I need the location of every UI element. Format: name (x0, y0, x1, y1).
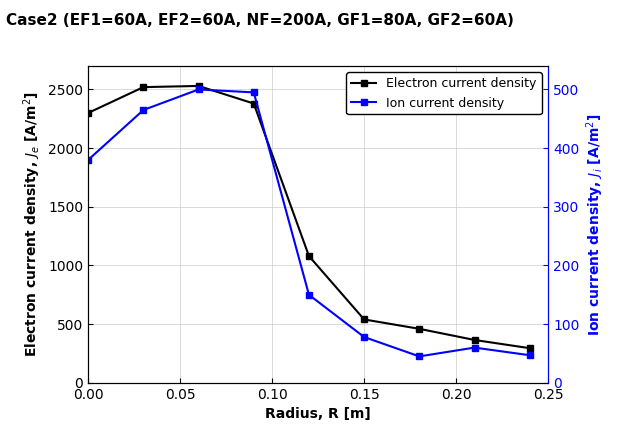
Electron current density (250, 101, 258, 106)
Line: Ion current density: Ion current density (84, 86, 533, 360)
Ion current density (140, 107, 147, 113)
Ion current density (84, 157, 92, 162)
Legend: Electron current density, Ion current density: Electron current density, Ion current de… (346, 72, 542, 114)
Ion current density (471, 345, 478, 350)
Ion current density (416, 354, 423, 359)
Electron current density (526, 345, 534, 351)
Y-axis label: Ion current density, $J_i$ [A/m$^2$]: Ion current density, $J_i$ [A/m$^2$] (585, 113, 607, 336)
Ion current density (195, 87, 202, 92)
Electron current density (195, 83, 202, 88)
X-axis label: Radius, R [m]: Radius, R [m] (265, 407, 371, 421)
Y-axis label: Electron current density, $J_e$ [A/m$^2$]: Electron current density, $J_e$ [A/m$^2$… (21, 92, 43, 357)
Ion current density (526, 352, 534, 358)
Ion current density (360, 334, 368, 340)
Electron current density (84, 110, 92, 116)
Electron current density (360, 317, 368, 322)
Ion current density (250, 90, 258, 95)
Electron current density (416, 326, 423, 331)
Text: Case2 (EF1=60A, EF2=60A, NF=200A, GF1=80A, GF2=60A): Case2 (EF1=60A, EF2=60A, NF=200A, GF1=80… (6, 13, 514, 28)
Ion current density (305, 292, 312, 297)
Line: Electron current density: Electron current density (84, 82, 533, 352)
Electron current density (471, 337, 478, 343)
Electron current density (140, 84, 147, 90)
Electron current density (305, 253, 312, 259)
